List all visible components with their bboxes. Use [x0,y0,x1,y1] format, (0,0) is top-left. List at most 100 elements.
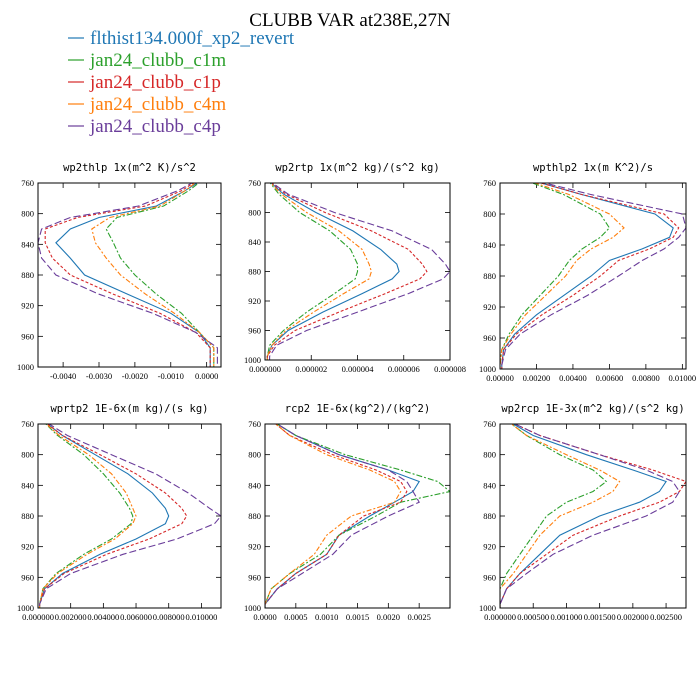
panel-4-xtick-label-1: 0.002000 [55,612,87,622]
panel-3-series-3-line [500,183,625,369]
panel-2-ytick-label-5: 960 [248,326,261,336]
panel-6-ytick-label-6: 1000 [479,603,496,613]
panel-3-ytick-label-1: 800 [483,209,496,219]
panel-6-ytick-label-3: 880 [483,511,496,521]
panel-6: wp2rcp 1E-3x(m^2 kg)/(s^2 kg) 760 800 840 88… [479,403,687,622]
panel-6-series-1-line [500,424,608,608]
panel-5-ytick-label-3: 880 [248,511,261,521]
legend-label-3: jan24_clubb_c4m [89,94,226,115]
panel-5-xtick-label-3: 0.0015 [346,612,369,622]
panel-2-xtick-label-3: 0.000006 [388,364,420,374]
panel-6-xtick-label-0: 0.000000 [484,612,516,622]
panel-4-ytick-label-4: 920 [21,542,34,552]
panel-5-ytick-label-1: 800 [248,450,261,460]
panel-5-xtick-label-5: 0.0025 [407,612,430,622]
panel-4-xtick-label-2: 0.004000 [87,612,119,622]
panel-6-xtick-label-5: 0.002500 [650,612,682,622]
panel-4-ytick-label-3: 880 [21,511,34,521]
panel-6-ytick-label-1: 800 [483,450,496,460]
panel-5-series-2-line [265,424,408,608]
legend-label-0: flthist134.000f_xp2_revert [90,28,295,49]
panel-3-series-0-line [501,183,674,369]
panel-3-ytick-label-6: 1000 [479,364,496,374]
panel-3-ytick-label-5: 960 [483,333,496,343]
panel-2-series-1-line [266,183,359,360]
panel-3-xtick-label-3: 0.00600 [596,373,624,383]
panel-2-series-0-line [266,183,400,360]
panel-5-series-4-line [265,424,420,608]
panel-5: rcp2 1E-6x(kg^2)/(kg^2) 760 800 840 880 920 96… [244,403,451,622]
panel-2-title: wp2rtp 1x(m^2 kg)/(s^2 kg) [275,162,439,174]
panel-6-title: wp2rcp 1E-3x(m^2 kg)/(s^2 kg) [501,403,684,415]
panel-6-series-0-line [500,424,667,608]
panel-6-xtick-label-1: 0.000500 [517,612,549,622]
panel-1-ytick-label-3: 880 [21,270,34,280]
panel-3-xtick-label-2: 0.00400 [559,373,587,383]
panel-4-series-2-line [39,424,188,608]
panel-1-ytick-label-6: 1000 [17,362,34,372]
panel-4-xtick-label-5: 0.010000 [185,612,217,622]
legend-label-1: jan24_clubb_c1m [89,50,226,71]
panel-2-series-3-line [266,183,372,360]
panel-6-series-2-line [500,424,686,608]
panel-6-xtick-label-4: 0.002000 [617,612,649,622]
panel-3-series-1-line [500,183,611,369]
panel-6-series-4-line [500,424,681,608]
panel-6-ytick-label-5: 960 [483,572,496,582]
panel-1-series-2-line [44,183,211,367]
panel-1-series-1-line [105,183,215,367]
panel-3-xtick-label-0: 0.00000 [486,373,514,383]
panel-4-frame [37,423,222,609]
panel-2-frame [264,182,451,361]
legend-label-2: jan24_clubb_c1p [89,72,221,93]
panel-4-ytick-label-0: 760 [21,419,34,429]
panel-1-xtick-label-1: -0.0030 [86,371,112,381]
panel-1-xtick-label-4: 0.0000 [195,371,218,381]
panel-5-xtick-label-0: 0.0000 [253,612,276,622]
panel-3-xtick-label-5: 0.01000 [669,373,697,383]
panel-1-ytick-label-2: 840 [21,239,34,249]
panel-1: wp2thlp 1x(m^2 K)/s^2 760 800 840 880 920 960 1… [17,162,222,381]
panel-2-ytick-label-4: 920 [248,296,261,306]
panel-3-ytick-label-3: 880 [483,271,496,281]
panel-3-frame [499,182,687,370]
panel-4-series-0-line [39,424,170,608]
panel-5-ytick-label-0: 760 [248,419,261,429]
panel-1-series-4-line [38,183,218,367]
panel-5-series-1-line [265,424,450,608]
panel-6-xtick-label-3: 0.001500 [584,612,616,622]
panel-1-xtick-label-3: -0.0010 [158,371,184,381]
panel-2-xtick-label-2: 0.000004 [342,364,375,374]
panel-2-ytick-label-1: 800 [248,208,261,218]
panel-2-series-4-line [269,183,450,360]
panel-5-xtick-label-1: 0.0005 [284,612,307,622]
legend-label-4: jan24_clubb_c4p [89,116,221,137]
panel-1-xtick-label-2: -0.0020 [122,371,148,381]
panel-4-ytick-label-2: 840 [21,480,34,490]
legend: flthist134.000f_xp2_revertjan24_clubb_c1… [68,28,295,137]
panel-6-series-3-line [500,424,621,608]
panel-4-xtick-label-0: 0.000000 [22,612,54,622]
panel-2-ytick-label-3: 880 [248,267,261,277]
panel-4-ytick-label-1: 800 [21,450,34,460]
panel-2: wp2rtp 1x(m^2 kg)/(s^2 kg) 760 800 840 880 92… [244,162,466,374]
panel-2-ytick-label-6: 1000 [244,355,261,365]
panel-2-xtick-label-1: 0.000002 [295,364,327,374]
panel-1-title: wp2thlp 1x(m^2 K)/s^2 [63,162,196,174]
panel-5-series-0-line [265,424,421,608]
panel-6-xtick-label-2: 0.001000 [550,612,582,622]
panel-6-frame [499,423,687,609]
figure-title: CLUBB VAR at238E,27N [249,10,451,31]
panel-6-ytick-label-0: 760 [483,419,496,429]
panel-3-ytick-label-0: 760 [483,178,496,188]
panel-4-series-1-line [39,424,134,608]
panel-3-series-4-line [501,183,686,369]
panel-4: wprtp2 1E-6x(m kg)/(s kg) 760 800 840 880 920… [17,403,222,622]
panel-5-frame [264,423,451,609]
panel-2-ytick-label-2: 840 [248,237,261,247]
panel-5-ytick-label-6: 1000 [244,603,261,613]
panel-1-series-3-line [91,183,215,367]
panel-6-ytick-label-4: 920 [483,542,496,552]
panel-6-ytick-label-2: 840 [483,480,496,490]
